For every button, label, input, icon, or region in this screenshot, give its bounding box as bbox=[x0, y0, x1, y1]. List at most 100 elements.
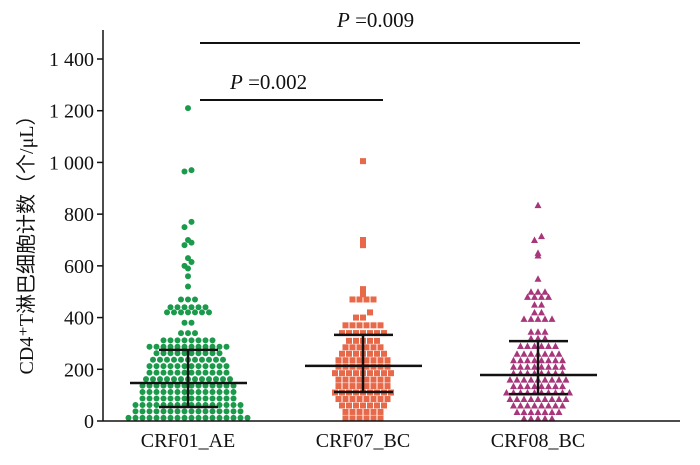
data-point-crf08-bc bbox=[555, 350, 563, 357]
p-value-label-01-07: P =0.002 bbox=[229, 70, 307, 94]
data-point-crf01-ae bbox=[199, 356, 205, 363]
data-point-crf01-ae bbox=[192, 376, 198, 383]
data-point-crf01-ae bbox=[160, 343, 167, 350]
data-point-crf01-ae bbox=[230, 395, 237, 402]
data-point-crf07-bc bbox=[356, 383, 363, 390]
data-point-crf08-bc bbox=[552, 382, 559, 390]
y-ticks: 0 200 400 600 800 1 000 1 200 1 400 bbox=[49, 49, 103, 433]
data-point-crf07-bc bbox=[346, 337, 352, 344]
data-point-crf01-ae bbox=[174, 337, 181, 344]
data-point-crf01-ae bbox=[174, 363, 181, 370]
data-point-crf01-ae bbox=[202, 337, 209, 344]
data-point-crf01-ae bbox=[146, 363, 153, 370]
data-point-crf07-bc bbox=[384, 396, 391, 403]
data-point-crf01-ae bbox=[181, 224, 188, 231]
data-point-crf08-bc bbox=[555, 408, 563, 415]
data-point-crf01-ae bbox=[202, 408, 209, 415]
data-point-crf07-bc bbox=[349, 376, 356, 383]
data-point-crf08-bc bbox=[548, 315, 556, 322]
data-point-crf01-ae bbox=[202, 343, 209, 350]
data-point-crf07-bc bbox=[370, 344, 377, 351]
data-point-crf01-ae bbox=[195, 350, 202, 357]
data-point-crf07-bc bbox=[363, 408, 370, 415]
data-point-crf01-ae bbox=[174, 304, 181, 311]
data-point-crf08-bc bbox=[534, 288, 542, 295]
y-tick-label: 1 200 bbox=[49, 101, 94, 123]
data-point-crf08-bc bbox=[524, 342, 531, 350]
data-point-crf01-ae bbox=[153, 401, 160, 408]
data-point-crf08-bc bbox=[527, 334, 535, 342]
data-point-crf01-ae bbox=[174, 343, 181, 350]
data-point-crf01-ae bbox=[146, 389, 153, 396]
data-point-crf01-ae bbox=[181, 304, 188, 311]
data-point-crf01-ae bbox=[181, 408, 188, 415]
data-point-crf07-bc bbox=[363, 383, 370, 390]
data-point-crf01-ae bbox=[167, 304, 174, 311]
data-point-crf01-ae bbox=[181, 395, 188, 402]
data-point-crf08-bc bbox=[527, 328, 535, 335]
data-point-crf01-ae bbox=[153, 369, 160, 376]
data-point-crf01-ae bbox=[171, 309, 177, 316]
data-point-crf01-ae bbox=[195, 414, 202, 421]
data-point-crf01-ae bbox=[174, 408, 181, 415]
y-tick-label: 600 bbox=[64, 256, 94, 278]
data-point-crf01-ae bbox=[237, 414, 244, 421]
data-point-crf08-bc bbox=[524, 401, 531, 409]
data-point-crf01-ae bbox=[185, 237, 191, 243]
data-point-crf08-bc bbox=[548, 395, 556, 403]
data-point-crf08-bc bbox=[541, 395, 549, 403]
data-point-crf01-ae bbox=[181, 319, 188, 326]
data-point-crf01-ae bbox=[174, 350, 181, 357]
data-point-crf08-bc bbox=[534, 408, 542, 415]
data-point-crf08-bc bbox=[555, 376, 563, 383]
data-point-crf01-ae bbox=[188, 408, 195, 415]
data-point-crf07-bc bbox=[370, 322, 377, 329]
data-point-crf01-ae bbox=[202, 414, 209, 421]
data-point-crf07-bc bbox=[353, 330, 359, 337]
data-point-crf08-bc bbox=[517, 342, 524, 350]
data-point-crf01-ae bbox=[160, 363, 167, 370]
data-point-crf01-ae bbox=[216, 343, 223, 350]
data-point-crf01-ae bbox=[188, 389, 195, 396]
data-point-crf01-ae bbox=[202, 369, 209, 376]
data-point-crf01-ae bbox=[244, 414, 251, 421]
data-point-crf07-bc bbox=[367, 330, 373, 337]
data-point-crf01-ae bbox=[153, 343, 160, 350]
data-point-crf07-bc bbox=[363, 344, 370, 351]
data-point-crf08-bc bbox=[552, 363, 559, 370]
data-point-crf01-ae bbox=[188, 395, 195, 402]
data-point-crf07-bc bbox=[339, 350, 345, 357]
data-point-crf01-ae bbox=[216, 369, 223, 376]
data-point-crf01-ae bbox=[153, 363, 160, 370]
data-point-crf08-bc bbox=[548, 408, 556, 415]
data-point-crf07-bc bbox=[360, 314, 366, 321]
data-point-crf01-ae bbox=[237, 408, 244, 415]
data-point-crf01-ae bbox=[223, 408, 230, 415]
data-point-crf08-bc bbox=[527, 376, 535, 383]
data-point-crf07-bc bbox=[356, 322, 363, 329]
data-point-crf01-ae bbox=[160, 369, 167, 376]
data-point-crf01-ae bbox=[167, 343, 174, 350]
data-point-crf07-bc bbox=[367, 350, 373, 357]
data-point-crf08-bc bbox=[534, 334, 542, 342]
x-tick-label: CRF07_BC bbox=[316, 430, 410, 452]
data-point-crf08-bc bbox=[534, 249, 542, 256]
data-point-crf08-bc bbox=[527, 350, 535, 357]
data-point-crf01-ae bbox=[153, 414, 160, 421]
data-point-crf01-ae bbox=[174, 395, 181, 402]
data-point-crf01-ae bbox=[195, 369, 202, 376]
data-point-crf01-ae bbox=[146, 369, 153, 376]
data-point-crf07-bc bbox=[374, 337, 380, 344]
data-point-crf08-bc bbox=[545, 356, 552, 364]
data-point-crf08-bc bbox=[513, 376, 521, 383]
data-point-crf08-bc bbox=[510, 363, 517, 370]
data-point-crf01-ae bbox=[146, 414, 153, 421]
data-point-crf01-ae bbox=[181, 363, 188, 370]
data-point-crf07-bc bbox=[370, 415, 377, 422]
data-point-crf01-ae bbox=[143, 376, 149, 383]
data-point-crf01-ae bbox=[209, 337, 216, 344]
data-point-crf08-bc bbox=[524, 363, 531, 370]
data-point-crf07-bc bbox=[342, 383, 349, 390]
data-point-crf01-ae bbox=[185, 296, 191, 303]
data-point-crf07-bc bbox=[381, 402, 387, 409]
